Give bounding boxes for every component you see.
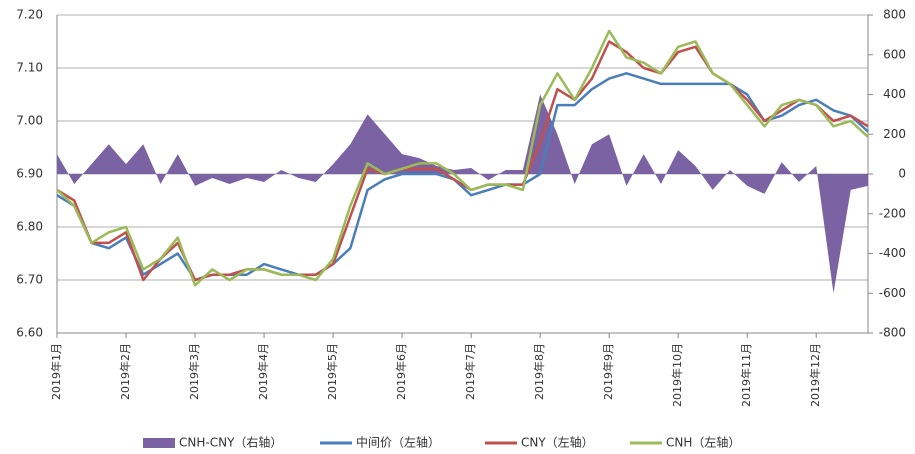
x-tick-label: 2019年4月	[256, 343, 270, 400]
y2-tick-label: 400	[883, 87, 906, 101]
line	[56, 29, 869, 287]
y2-tick-label: -600	[879, 286, 906, 300]
x-tick-label: 2019年12月	[808, 343, 822, 407]
x-tick-label: 2019年3月	[187, 343, 201, 400]
y-tick-label: 7.00	[16, 114, 43, 128]
legend-label: CNH（左轴）	[666, 435, 740, 450]
y-tick-label: 6.90	[16, 167, 43, 181]
y-tick-label: 6.60	[16, 326, 43, 340]
y2-tick-label: 0	[898, 167, 906, 181]
y2-tick-label: -400	[879, 246, 906, 260]
x-tick-label: 2019年11月	[739, 343, 753, 407]
x-tick-label: 2019年6月	[394, 343, 408, 400]
y2-tick-label: 800	[883, 8, 906, 22]
x-tick-label: 2019年9月	[601, 343, 615, 400]
y-tick-label: 6.80	[16, 220, 43, 234]
legend-label: 中间价（左轴）	[356, 435, 440, 450]
x-tick-label: 2019年1月	[49, 343, 63, 400]
x-tick-label: 2019年8月	[532, 343, 546, 400]
y2-tick-label: 200	[883, 127, 906, 141]
area	[57, 94, 868, 294]
legend-label: CNY（左轴）	[521, 435, 594, 450]
x-tick-label: 2019年5月	[325, 343, 339, 400]
y2-tick-label: -800	[879, 326, 906, 340]
x-tick-label: 2019年10月	[670, 343, 684, 407]
y2-tick-label: -200	[879, 206, 906, 220]
y-tick-label: 7.20	[16, 8, 43, 22]
y-tick-label: 7.10	[16, 61, 43, 75]
y2-tick-label: 600	[883, 47, 906, 61]
x-tick-label: 2019年2月	[118, 343, 132, 400]
y-tick-label: 6.70	[16, 273, 43, 287]
legend-swatch	[143, 438, 175, 448]
legend-label: CNH-CNY（右轴）	[179, 435, 282, 450]
x-tick-label: 2019年7月	[463, 343, 477, 400]
